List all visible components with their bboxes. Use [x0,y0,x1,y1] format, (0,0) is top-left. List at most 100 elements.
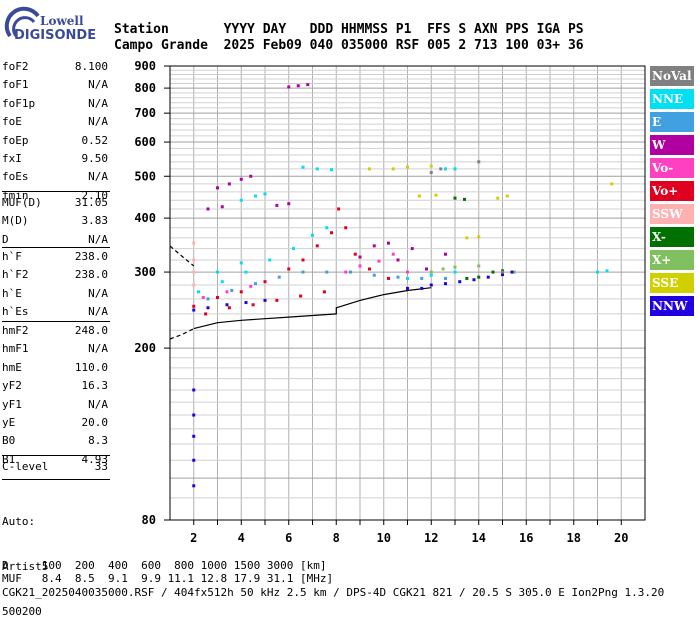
echo-point-w [287,202,291,206]
echo-point-vo- [301,258,305,262]
ionogram-chart: 80 200 300 400 500 600 700 800 900 2 4 6 8 10 12 14 16 18… [134,59,646,545]
echo-point-w [216,186,219,190]
param-label: M(D) [2,214,29,228]
param-label: D [2,232,9,246]
param-value: 33 [94,460,108,473]
echo-point-vo- [275,298,279,302]
param-value: 238.0 [74,250,108,263]
echo-point-vo- [249,284,253,288]
legend-item-ssw: SSW [650,204,694,224]
param-label: h`F2 [2,268,29,282]
param-label: h`Es [2,305,29,319]
echo-point-nne [220,280,224,284]
param-value: N/A [88,115,108,129]
param-value: 31.05 [74,196,108,209]
echo-point-nne [239,198,243,202]
echo-point-nnw [192,434,196,438]
param-label: foF2 [2,60,29,73]
echo-point-w [220,205,224,209]
echo-point-nnw [406,286,409,290]
echo-point-sse [368,167,371,171]
echo-point-vo- [337,207,341,211]
echo-point-vo- [239,290,243,294]
echo-point-w [287,85,291,89]
echo-point-nnw [225,303,229,307]
x-tick-label: 20 [614,531,628,545]
param-label: h`F [2,250,22,263]
y-tick-label: 80 [142,513,156,527]
echo-point-noval [429,171,433,175]
echo-point-e [230,288,234,292]
echo-point-sse [496,196,500,200]
echo-point-vo- [406,270,409,274]
param-label: fxI [2,151,22,165]
echo-point-vo- [287,267,291,271]
echo-point-nnw [420,286,424,290]
legend-item-sse: SSE [650,273,694,293]
echo-point-sse [505,194,509,198]
echo-point-nne [268,258,272,262]
x-tick-label: 8 [333,531,340,545]
echo-point-w [249,174,253,178]
param-label: hmF2 [2,324,29,337]
echo-point-ssw [192,241,196,245]
param-row: foF2 8.100 [2,58,108,76]
echo-point-vo- [322,290,326,294]
echo-point-e [372,273,376,277]
echo-point-nnw [263,298,267,302]
echo-point-sse [391,167,395,171]
echo-point-e [277,275,281,279]
x-tick-label: 4 [238,531,245,545]
echo-point-nne [311,233,314,237]
y-tick-label: 500 [134,169,156,183]
echo-point-e [206,297,210,301]
y-tick-label: 900 [134,59,156,73]
echo-point-x- [512,270,516,274]
echo-point-vo- [299,294,303,298]
param-row: yE 20.0 [2,414,108,432]
echo-point-e [444,276,447,280]
param-label: yE [2,415,16,429]
echo-point-w [227,182,231,186]
echo-point-nnw [192,413,196,417]
echo-point-nne [453,167,457,171]
echo-point-nne [315,167,319,171]
param-separator [2,247,110,248]
echo-point-vo- [216,295,219,299]
echo-point-sse [465,236,469,240]
param-row: foE N/A [2,113,108,131]
param-row: foEp 0.52 [2,132,108,150]
param-row: hmF2 248.0 [2,322,108,340]
echo-point-w [372,244,376,248]
echo-point-vo- [353,252,357,256]
echo-point-w [425,267,428,271]
echo-point-e [420,276,424,280]
param-label: foF1 [2,78,29,92]
echo-point-vo- [227,306,231,310]
x-tick-label: 14 [472,531,486,545]
param-value: 0.52 [81,133,109,147]
legend-item-x-: X- [650,227,694,247]
echo-point-nne [596,270,599,274]
param-label: foEp [2,133,29,147]
param-separator [2,479,110,480]
param-row: h`E N/A [2,285,108,303]
auto-label: Auto: [2,515,36,528]
echo-point-nnw [510,270,514,274]
param-label: foF1p [2,96,36,110]
param-separator [2,455,110,456]
param-group-5: C-level 33 [2,458,108,476]
echo-point-ssw [192,283,196,287]
param-row: h`F 238.0 [2,248,108,266]
echo-point-sse [434,193,438,197]
x-tick-label: 16 [519,531,533,545]
y-tick-label: 600 [134,135,156,149]
legend-item-x-: X+ [650,250,694,270]
param-value: 16.3 [81,379,109,393]
param-row: C-level 33 [2,458,108,476]
echo-point-x- [453,196,457,200]
x-tick-label: 6 [285,531,292,545]
auto-artist: Artist5 [2,560,49,573]
echo-point-vo- [192,304,196,308]
param-row: D N/A [2,231,108,249]
